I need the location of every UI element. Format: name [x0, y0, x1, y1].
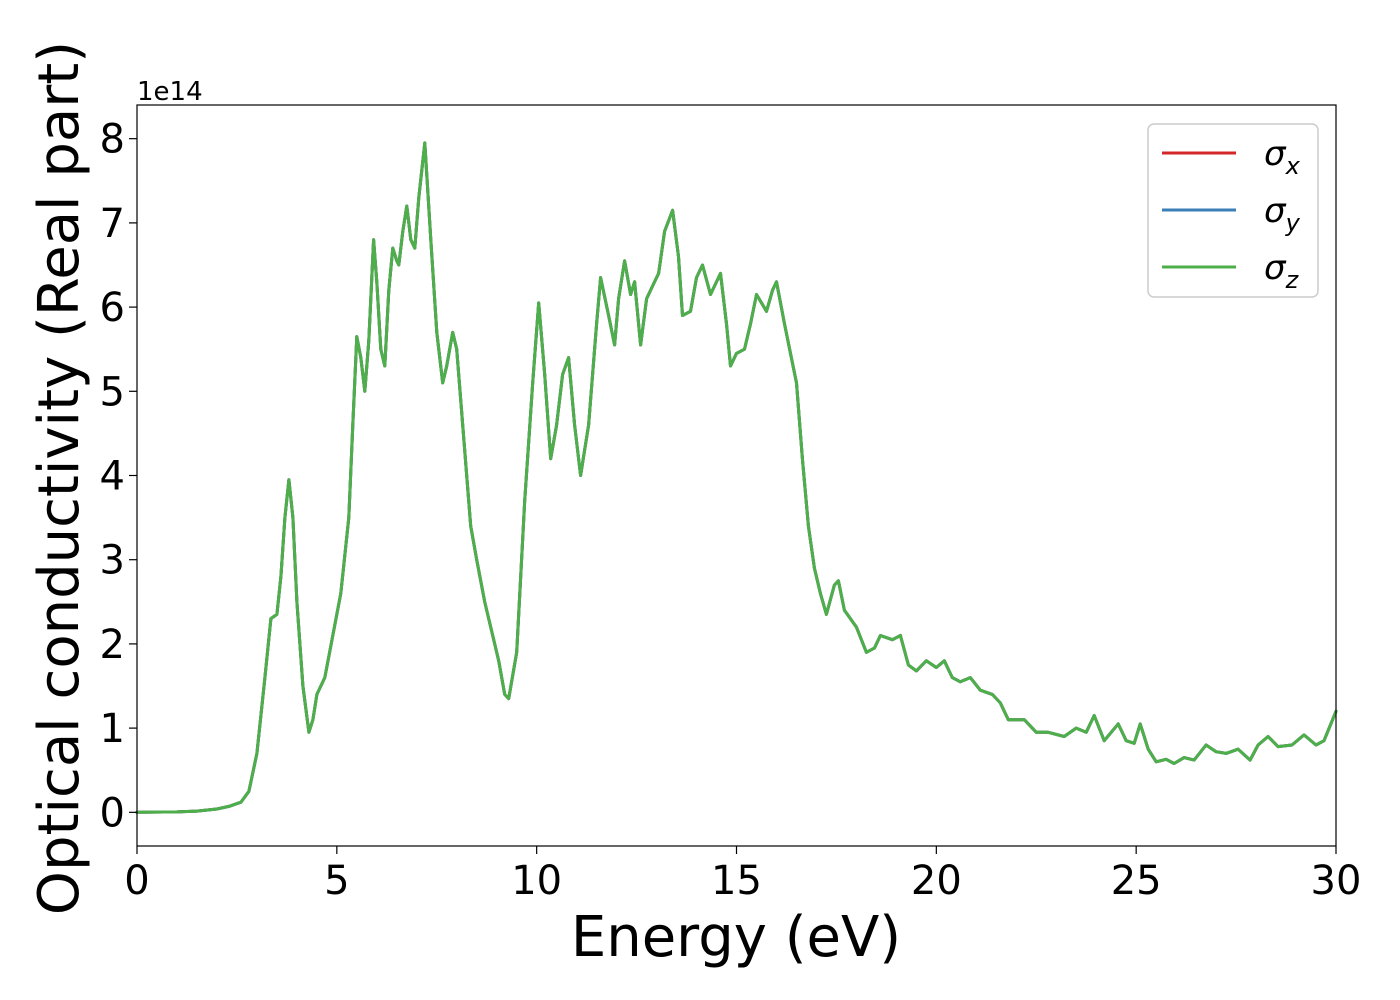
x-tick-label: 5	[324, 858, 349, 904]
x-axis-ticks: 0 5 10 15 20 25 30	[124, 846, 1361, 904]
legend-label-sigma-x: σx	[1264, 134, 1301, 180]
y-tick-label: 6	[100, 285, 125, 331]
legend-symbol: σ	[1264, 248, 1287, 288]
legend-subscript: z	[1285, 266, 1300, 294]
y-tick-label: 3	[100, 538, 125, 584]
y-axis-label: Optical conductivity (Real part)	[27, 41, 92, 915]
x-tick-label: 25	[1111, 858, 1162, 904]
legend-subscript: y	[1285, 209, 1301, 237]
x-tick-label: 15	[711, 858, 762, 904]
x-tick-label: 20	[911, 858, 962, 904]
series-line-sigma-z	[135, 141, 1338, 814]
y-tick-label: 7	[100, 201, 125, 247]
y-tick-label: 8	[100, 117, 125, 163]
y-offset-label: 1e14	[137, 77, 203, 107]
legend-symbol: σ	[1264, 134, 1287, 174]
x-axis-label: Energy (eV)	[571, 905, 901, 970]
x-tick-label: 30	[1311, 858, 1362, 904]
legend-subscript: x	[1285, 152, 1301, 180]
series-lines	[135, 141, 1338, 814]
y-axis-ticks: 0 1 2 3 4 5 6 7 8	[100, 117, 137, 836]
x-tick-label: 0	[124, 858, 149, 904]
y-tick-label: 2	[100, 622, 125, 668]
y-tick-label: 5	[100, 369, 125, 415]
y-tick-label: 4	[100, 454, 125, 500]
legend-label-sigma-y: σy	[1264, 191, 1301, 237]
y-tick-label: 0	[100, 790, 125, 836]
legend-symbol: σ	[1264, 191, 1287, 231]
plot-background	[137, 105, 1336, 846]
legend-label-sigma-z: σz	[1264, 248, 1300, 294]
x-tick-label: 10	[511, 858, 562, 904]
y-tick-label: 1	[100, 706, 125, 752]
